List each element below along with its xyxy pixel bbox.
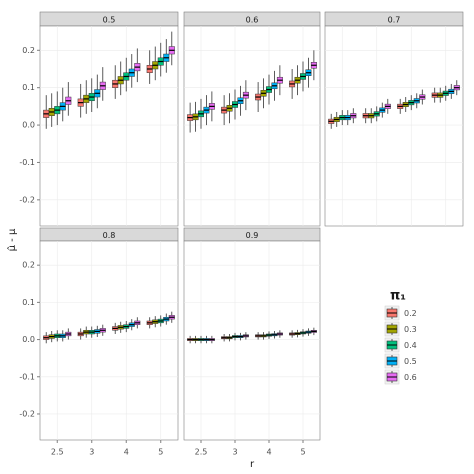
panel	[39, 25, 179, 227]
strip-label: 0.7	[388, 16, 401, 25]
legend-title: π₁	[390, 289, 406, 304]
y-axis-title: μ̂ - μ	[6, 228, 18, 251]
y-tick-label: -0.2	[19, 195, 35, 204]
x-tick-label: 5	[300, 448, 305, 457]
x-tick-label: 5	[158, 448, 163, 457]
legend-label: 0.6	[404, 373, 417, 382]
x-axis-title: r	[250, 459, 255, 470]
y-tick-label: 0.1	[22, 83, 35, 92]
x-tick-label: 4	[124, 448, 129, 457]
panel	[183, 25, 321, 227]
y-tick-label: 0.0	[22, 335, 35, 344]
legend-label: 0.2	[404, 309, 417, 318]
x-tick-label: 3	[232, 448, 237, 457]
legend-label: 0.5	[404, 357, 417, 366]
strip-label: 0.8	[103, 231, 116, 240]
strip-label: 0.5	[103, 16, 116, 25]
x-tick-label: 2.5	[51, 448, 64, 457]
y-tick-label: -0.1	[19, 372, 35, 381]
strip-label: 0.6	[246, 16, 259, 25]
strip-label: 0.9	[246, 231, 259, 240]
legend-label: 0.3	[404, 325, 417, 334]
legend-label: 0.4	[404, 341, 417, 350]
y-tick-label: 0.1	[22, 298, 35, 307]
y-tick-label: -0.1	[19, 158, 35, 167]
y-tick-label: 0.2	[22, 46, 35, 55]
x-tick-label: 3	[89, 448, 94, 457]
y-tick-label: -0.2	[19, 409, 35, 418]
x-tick-label: 2.5	[195, 448, 208, 457]
y-tick-label: 0.2	[22, 261, 35, 270]
panel	[324, 25, 464, 227]
x-tick-label: 4	[266, 448, 271, 457]
y-tick-label: 0.0	[22, 121, 35, 130]
panel	[39, 240, 179, 441]
